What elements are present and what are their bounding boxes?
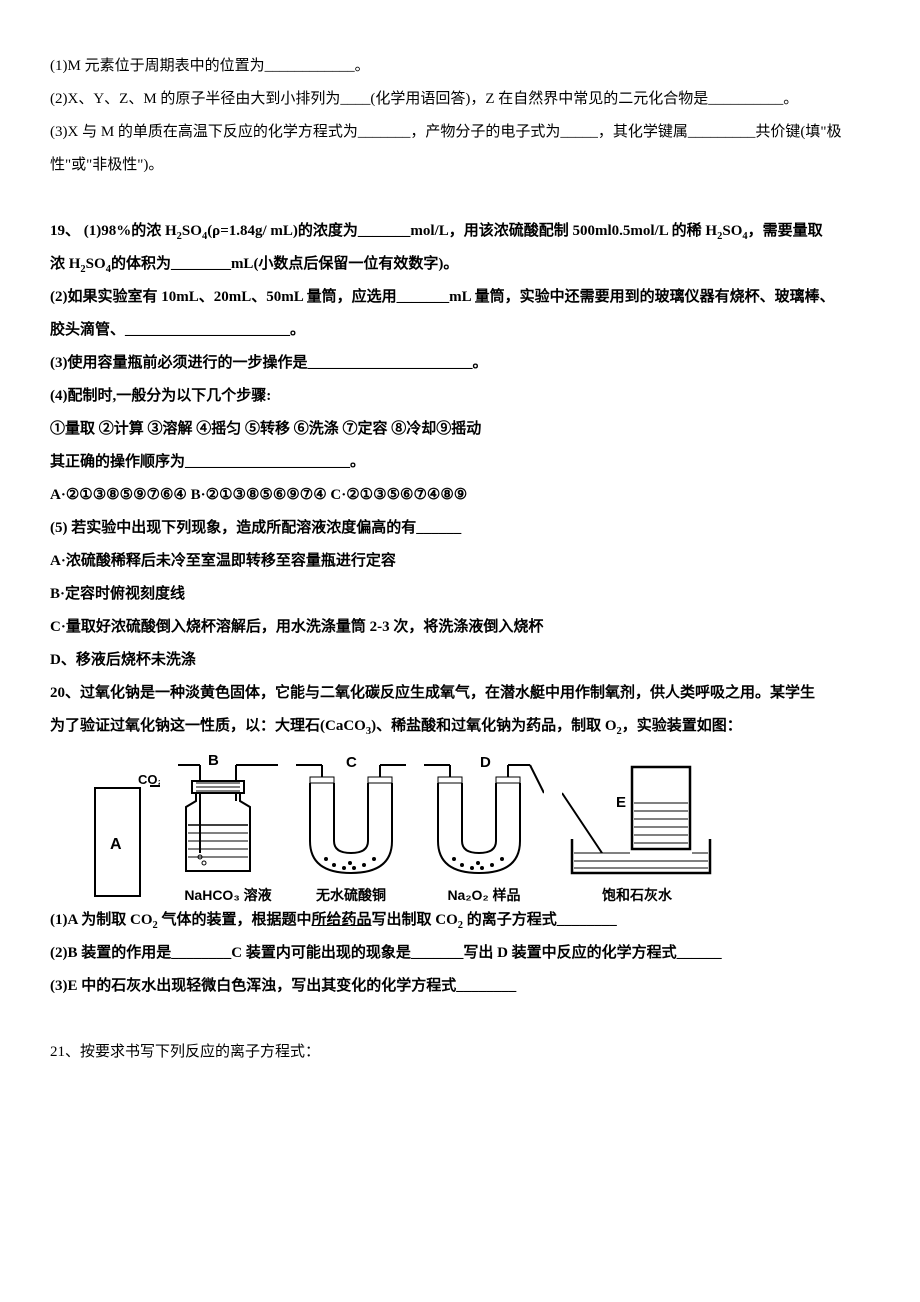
- label-na2o2: Na₂O₂ 样品: [447, 887, 520, 904]
- svg-text:A: A: [110, 836, 122, 853]
- svg-text:D: D: [480, 754, 491, 771]
- apparatus-e: E 饱和石灰水: [562, 753, 712, 904]
- q21-intro: 21、按要求书写下列反应的离子方程式：: [50, 1036, 870, 1069]
- label-lime: 饱和石灰水: [602, 887, 672, 904]
- q19-option-b: B·定容时俯视刻度线: [50, 578, 870, 611]
- q19-part4-intro: (4)配制时,一般分为以下几个步骤:: [50, 380, 870, 413]
- q19-part5: (5) 若实验中出现下列现象，造成所配溶液浓度偏高的有______: [50, 512, 870, 545]
- q19-part4-steps: ①量取 ②计算 ③溶解 ④摇匀 ⑤转移 ⑥洗涤 ⑦定容 ⑧冷却⑨摇动: [50, 413, 870, 446]
- svg-text:B: B: [208, 753, 219, 769]
- svg-text:C: C: [346, 754, 357, 771]
- q19-part1-line2: 浓 H2SO4的体积为________mL(小数点后保留一位有效数字)。: [50, 248, 870, 281]
- q19-option-c: C·量取好浓硫酸倒入烧杯溶解后，用水洗涤量筒 2-3 次，将洗涤液倒入烧杯: [50, 611, 870, 644]
- label-nahco3: NaHCO₃ 溶液: [184, 887, 271, 904]
- q20-part3: (3)E 中的石灰水出现轻微白色浑浊，写出其变化的化学方程式________: [50, 970, 870, 1003]
- q18-part3: (3)X 与 M 的单质在高温下反应的化学方程式为_______，产物分子的电子…: [50, 116, 870, 182]
- q20-part2: (2)B 装置的作用是________C 装置内可能出现的现象是_______写…: [50, 937, 870, 970]
- q19-part2-line1: (2)如果实验室有 10mL、20mL、50mL 量筒，应选用_______mL…: [50, 281, 870, 314]
- q20-line2: 为了验证过氧化钠这一性质，以：大理石(CaCO3)、稀盐酸和过氧化钠为药品，制取…: [50, 710, 870, 743]
- q19-option-a: A·浓硫酸稀释后未冷至室温即转移至容量瓶进行定容: [50, 545, 870, 578]
- q20-part1: (1)A 为制取 CO2 气体的装置，根据题中所给药品写出制取 CO2 的离子方…: [50, 904, 870, 937]
- q19-part4-order: 其正确的操作顺序为______________________。: [50, 446, 870, 479]
- apparatus-d: D Na₂O₂ 样品: [424, 753, 544, 904]
- q19-part1-line1: 19、 (1)98%的浓 H2SO4(ρ=1.84g/ mL)的浓度为_____…: [50, 215, 870, 248]
- q18-part1: (1)M 元素位于周期表中的位置为____________。: [50, 50, 870, 83]
- apparatus-b: B NaHCO₃ 溶液: [178, 753, 278, 904]
- q18-part2: (2)X、Y、Z、M 的原子半径由大到小排列为____(化学用语回答)，Z 在自…: [50, 83, 870, 116]
- q20-line1: 20、过氧化钠是一种淡黄色固体，它能与二氧化碳反应生成氧气，在潜水艇中用作制氧剂…: [50, 677, 870, 710]
- apparatus-c: C 无水硫酸铜: [296, 753, 406, 904]
- svg-text:E: E: [616, 794, 626, 811]
- q19-option-d: D、移液后烧杯未洗涤: [50, 644, 870, 677]
- q19-part4-options: A·②①③⑧⑤⑨⑦⑥④ B·②①③⑧⑤⑥⑨⑦④ C·②①③⑤⑥⑦④⑧⑨: [50, 479, 870, 512]
- apparatus-a: CO₂ A: [90, 774, 160, 904]
- q19-part2-line2: 胶头滴管、______________________。: [50, 314, 870, 347]
- q19-part3: (3)使用容量瓶前必须进行的一步操作是_____________________…: [50, 347, 870, 380]
- label-cuso4: 无水硫酸铜: [316, 887, 386, 904]
- experiment-diagram: CO₂ A B: [90, 753, 870, 904]
